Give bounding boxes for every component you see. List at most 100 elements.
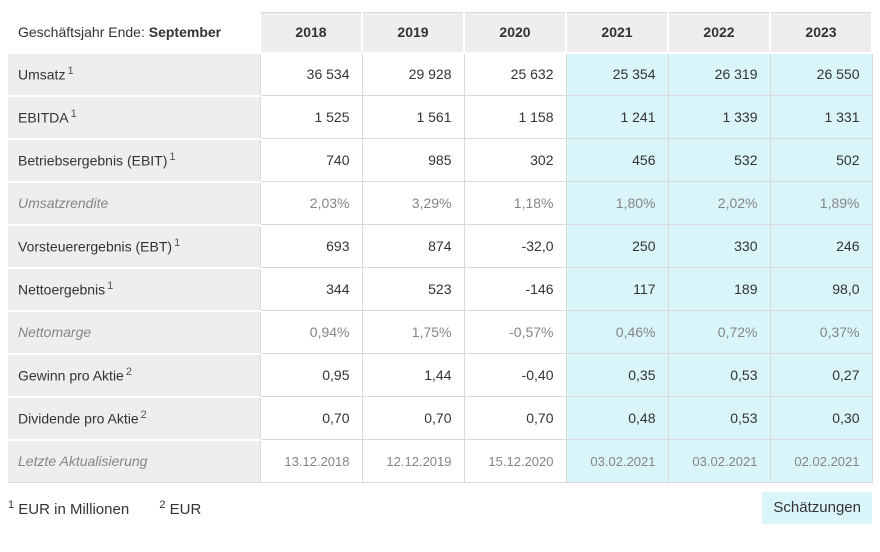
value-cell: -0,57%: [463, 310, 567, 354]
footnote-eur-millions: 1 EUR in Millionen: [8, 498, 130, 518]
estimates-legend-badge: Schätzungen: [762, 492, 872, 524]
value-cell: 0,70: [463, 396, 567, 440]
row-label: Nettomarge: [8, 309, 261, 355]
value-cell-estimate: 03.02.2021: [565, 439, 669, 483]
footnote-marker: 1: [107, 280, 114, 293]
table-footer: 1 EUR in Millionen 2 EUR Schätzungen: [8, 492, 872, 524]
fiscal-year-end-prefix: Geschäftsjahr Ende:: [18, 24, 149, 40]
row-label: EBITDA 1: [8, 94, 261, 140]
value-cell: 740: [259, 138, 363, 182]
table-header-row: Geschäftsjahr Ende: September 2018 2019 …: [8, 12, 873, 54]
footnote-marker: 2: [140, 409, 147, 422]
row-label: Vorsteuerergebnis (EBT) 1: [8, 223, 261, 269]
value-cell-estimate: 26 319: [667, 52, 771, 96]
row-label: Umsatz 1: [8, 51, 261, 97]
value-cell: 1,44: [361, 353, 465, 397]
value-cell-estimate: 0,37%: [769, 310, 873, 354]
value-cell: 36 534: [259, 52, 363, 96]
value-cell-estimate: 1 339: [667, 95, 771, 139]
value-cell-estimate: 03.02.2021: [667, 439, 771, 483]
year-column-header-2019: 2019: [361, 12, 465, 54]
footnote-marker: 1: [174, 237, 181, 250]
value-cell: -0,40: [463, 353, 567, 397]
table-row: Nettomarge 0,94% 1,75% -0,57% 0,46% 0,72% 0,37…: [8, 309, 873, 355]
table-row: EBITDA 1 1 525 1 561 1 158 1 241 1 339 1 331: [8, 94, 873, 140]
value-cell-estimate: 117: [565, 267, 669, 311]
value-cell: 0,70: [259, 396, 363, 440]
value-cell: 0,94%: [259, 310, 363, 354]
value-cell-estimate: 0,35: [565, 353, 669, 397]
value-cell: 985: [361, 138, 465, 182]
value-cell-estimate: 330: [667, 224, 771, 268]
value-cell: 1 525: [259, 95, 363, 139]
value-cell-estimate: 98,0: [769, 267, 873, 311]
footnote-marker: 1: [70, 108, 77, 121]
value-cell: 12.12.2019: [361, 439, 465, 483]
value-cell: 1 561: [361, 95, 465, 139]
year-column-header-2022: 2022: [667, 12, 771, 54]
value-cell-estimate: 456: [565, 138, 669, 182]
value-cell-estimate: 1 241: [565, 95, 669, 139]
value-cell: 25 632: [463, 52, 567, 96]
value-cell-estimate: 246: [769, 224, 873, 268]
table-row: Gewinn pro Aktie 2 0,95 1,44 -0,40 0,35 0,53 0,…: [8, 352, 873, 398]
row-label: Betriebsergebnis (EBIT) 1: [8, 137, 261, 183]
footnote-marker: 1: [67, 65, 74, 78]
value-cell: 344: [259, 267, 363, 311]
value-cell-estimate: 02.02.2021: [769, 439, 873, 483]
value-cell-estimate: 532: [667, 138, 771, 182]
value-cell-estimate: 502: [769, 138, 873, 182]
value-cell-estimate: 1,89%: [769, 181, 873, 225]
value-cell-estimate: 0,53: [667, 396, 771, 440]
row-label: Nettoergebnis 1: [8, 266, 261, 312]
value-cell: 523: [361, 267, 465, 311]
value-cell: 1,18%: [463, 181, 567, 225]
value-cell: 3,29%: [361, 181, 465, 225]
value-cell: 693: [259, 224, 363, 268]
value-cell-estimate: 2,02%: [667, 181, 771, 225]
row-label: Letzte Aktualisierung: [8, 438, 261, 483]
value-cell: 0,70: [361, 396, 465, 440]
value-cell-estimate: 0,27: [769, 353, 873, 397]
value-cell: 29 928: [361, 52, 465, 96]
financials-table-page: Geschäftsjahr Ende: September 2018 2019 …: [8, 12, 873, 524]
footnote-marker: 2: [125, 366, 132, 379]
value-cell-estimate: 0,53: [667, 353, 771, 397]
value-cell: 1,75%: [361, 310, 465, 354]
fiscal-year-end-label: Geschäftsjahr Ende: September: [8, 12, 260, 54]
row-label: Gewinn pro Aktie 2: [8, 352, 261, 398]
value-cell: 13.12.2018: [259, 439, 363, 483]
footnote-eur: 2 EUR: [159, 498, 202, 518]
value-cell-estimate: 0,46%: [565, 310, 669, 354]
table-row: Letzte Aktualisierung 13.12.2018 12.12.201…: [8, 438, 873, 483]
value-cell: 2,03%: [259, 181, 363, 225]
year-column-header-2020: 2020: [463, 12, 567, 54]
row-label: Umsatzrendite: [8, 180, 261, 226]
year-column-header-2023: 2023: [769, 12, 873, 54]
value-cell-estimate: 250: [565, 224, 669, 268]
row-label: Dividende pro Aktie 2: [8, 395, 261, 441]
table-row: Nettoergebnis 1 344 523 -146 117 189 98,0: [8, 266, 873, 312]
value-cell-estimate: 0,72%: [667, 310, 771, 354]
value-cell: -146: [463, 267, 567, 311]
value-cell: 0,95: [259, 353, 363, 397]
table-row: Vorsteuerergebnis (EBT) 1 693 874 -32,0 250 33…: [8, 223, 873, 269]
table-row: Umsatzrendite 2,03% 3,29% 1,18% 1,80% 2,02% 1,…: [8, 180, 873, 226]
footnote-marker: 1: [169, 151, 176, 164]
table-row: Betriebsergebnis (EBIT) 1 740 985 302 456 532 5…: [8, 137, 873, 183]
value-cell: 15.12.2020: [463, 439, 567, 483]
table-row: Umsatz 1 36 534 29 928 25 632 25 354 26 319 26 …: [8, 51, 873, 97]
value-cell-estimate: 1,80%: [565, 181, 669, 225]
year-column-header-2021: 2021: [565, 12, 669, 54]
key-figures-table: Geschäftsjahr Ende: September 2018 2019 …: [8, 12, 873, 483]
value-cell-estimate: 1 331: [769, 95, 873, 139]
footnotes: 1 EUR in Millionen 2 EUR: [8, 499, 227, 518]
value-cell: 874: [361, 224, 465, 268]
value-cell-estimate: 26 550: [769, 52, 873, 96]
value-cell: -32,0: [463, 224, 567, 268]
value-cell-estimate: 25 354: [565, 52, 669, 96]
value-cell-estimate: 189: [667, 267, 771, 311]
table-row: Dividende pro Aktie 2 0,70 0,70 0,70 0,48 0,53…: [8, 395, 873, 441]
value-cell-estimate: 0,30: [769, 396, 873, 440]
value-cell: 302: [463, 138, 567, 182]
